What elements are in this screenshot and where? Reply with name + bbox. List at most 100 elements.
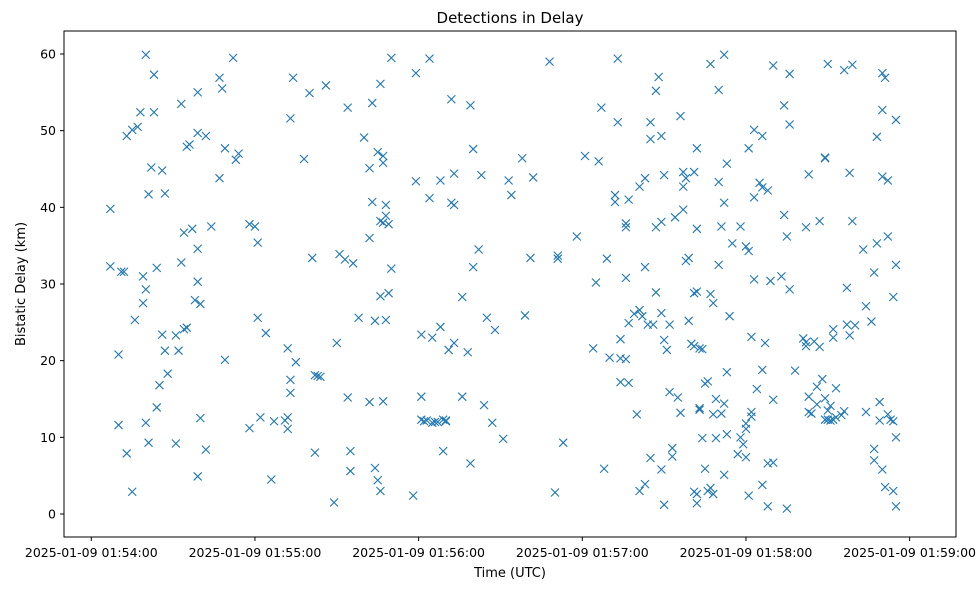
- data-point: [867, 317, 876, 326]
- data-point-stroke: [812, 399, 822, 409]
- data-point: [613, 54, 623, 63]
- data-point: [747, 332, 756, 342]
- data-point: [378, 396, 388, 406]
- data-point-stroke: [610, 197, 620, 207]
- data-point-stroke: [114, 420, 123, 430]
- data-point: [550, 488, 560, 497]
- data-point-stroke: [449, 338, 459, 348]
- data-point: [635, 305, 644, 315]
- data-point-stroke: [425, 54, 434, 63]
- data-point-stroke: [744, 143, 754, 153]
- data-point: [804, 392, 814, 402]
- data-point: [891, 501, 901, 511]
- data-point: [436, 176, 445, 185]
- data-point: [875, 397, 885, 407]
- data-point-stroke: [828, 333, 838, 343]
- data-point-stroke: [228, 53, 238, 63]
- data-point: [708, 298, 718, 308]
- data-point-stroke: [768, 61, 778, 70]
- data-point: [114, 350, 123, 359]
- data-point-stroke: [719, 399, 729, 408]
- data-point-stroke: [446, 94, 456, 104]
- data-point: [883, 176, 893, 185]
- data-point-stroke: [891, 501, 901, 511]
- data-point: [632, 409, 642, 419]
- data-point: [160, 346, 170, 356]
- data-point: [616, 377, 625, 387]
- data-point: [316, 372, 325, 382]
- data-point: [692, 489, 702, 499]
- data-point-stroke: [196, 299, 205, 309]
- data-point: [283, 344, 293, 353]
- data-point: [130, 315, 140, 325]
- data-point-stroke: [703, 376, 713, 386]
- data-point: [343, 103, 353, 113]
- data-point: [127, 487, 137, 497]
- x-tick-label: 2025-01-09 01:54:00: [25, 545, 158, 560]
- data-point-stroke: [171, 330, 181, 340]
- data-point: [441, 416, 451, 426]
- data-point-stroke: [837, 410, 846, 420]
- data-point-stroke: [651, 288, 661, 297]
- data-point-stroke: [193, 87, 203, 97]
- data-point: [127, 125, 137, 135]
- data-point-stroke: [250, 222, 260, 231]
- data-point: [714, 260, 724, 270]
- data-point: [261, 328, 271, 338]
- data-point: [768, 458, 778, 468]
- data-point: [283, 413, 293, 422]
- data-point-stroke: [880, 73, 890, 83]
- data-point: [692, 224, 702, 234]
- x-tick-label: 2025-01-09 01:55:00: [189, 545, 322, 560]
- data-point: [234, 149, 243, 159]
- data-point-stroke: [676, 408, 685, 418]
- data-point-stroke: [316, 372, 325, 382]
- data-point: [446, 94, 456, 104]
- data-point-stroke: [553, 251, 563, 261]
- data-point: [875, 416, 885, 425]
- data-point: [624, 195, 634, 205]
- data-point: [482, 313, 492, 323]
- data-point-stroke: [411, 176, 421, 186]
- data-point-stroke: [438, 446, 448, 456]
- data-point-stroke: [408, 491, 418, 500]
- data-point-stroke: [105, 261, 115, 271]
- data-point-stroke: [877, 105, 887, 115]
- data-point-stroke: [596, 103, 606, 113]
- data-point-stroke: [490, 325, 500, 335]
- data-point: [697, 433, 707, 443]
- data-point-stroke: [299, 154, 309, 164]
- data-point: [880, 482, 890, 492]
- data-point-stroke: [310, 448, 320, 458]
- data-point: [520, 311, 530, 320]
- data-point-stroke: [768, 395, 778, 405]
- data-point: [193, 128, 203, 138]
- data-point: [665, 320, 674, 330]
- data-point-stroke: [646, 134, 655, 144]
- data-point: [768, 61, 778, 70]
- data-point: [845, 330, 855, 340]
- data-point: [498, 434, 508, 444]
- data-point: [256, 413, 265, 422]
- data-point-stroke: [127, 125, 137, 135]
- data-point-stroke: [215, 73, 224, 83]
- data-point: [883, 409, 893, 419]
- data-point-stroke: [367, 197, 377, 207]
- data-point: [678, 167, 688, 177]
- data-point: [891, 432, 901, 442]
- data-point: [359, 133, 369, 142]
- data-point: [886, 415, 895, 425]
- data-point-stroke: [144, 438, 153, 448]
- data-point: [741, 452, 751, 462]
- data-point-stroke: [133, 122, 143, 132]
- data-point: [782, 232, 792, 241]
- data-point-stroke: [632, 409, 642, 419]
- data-point: [179, 324, 189, 334]
- data-point-stroke: [122, 449, 132, 458]
- data-point-stroke: [378, 396, 388, 406]
- data-point-stroke: [602, 254, 612, 264]
- data-point-stroke: [321, 81, 331, 90]
- data-point: [438, 446, 448, 456]
- data-point-stroke: [725, 311, 734, 321]
- data-point: [689, 167, 699, 177]
